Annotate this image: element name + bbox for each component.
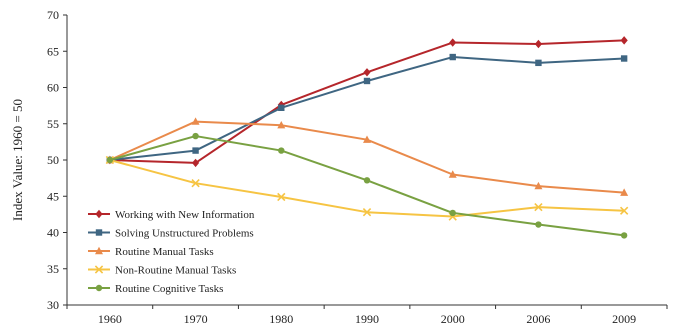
data-point-0-6 [621, 36, 628, 44]
data-point-4-4 [450, 210, 456, 216]
data-point-1-2 [278, 105, 284, 111]
data-point-4-0 [107, 157, 113, 163]
data-point-0-5 [535, 40, 542, 48]
legend-label-2: Routine Manual Tasks [115, 246, 214, 258]
y-tick-label-8: 70 [47, 8, 59, 22]
series-0 [106, 36, 627, 167]
legend-label-4: Routine Cognitive Tasks [115, 283, 223, 295]
legend-label-0: Working with New Information [115, 209, 255, 221]
y-tick-label-2: 40 [47, 226, 59, 240]
y-tick-label-0: 30 [47, 298, 59, 312]
legend-marker-1 [96, 229, 102, 235]
legend-label-1: Solving Unstructured Problems [115, 228, 254, 240]
y-tick-label-3: 45 [47, 189, 59, 203]
y-axis-label: Index Value: 1960 = 50 [10, 99, 25, 221]
y-ticks: 30 35 40 45 50 55 60 65 70 [47, 8, 67, 312]
x-tick-label-2: 1980 [269, 312, 293, 326]
x-tick-label-6: 2009 [612, 312, 636, 326]
data-point-4-1 [192, 133, 198, 139]
data-point-1-1 [192, 147, 198, 153]
x-tick-label-0: 1960 [98, 312, 122, 326]
data-point-4-2 [278, 147, 284, 153]
y-tick-label-5: 55 [47, 117, 59, 131]
y-tick-label-1: 35 [47, 262, 59, 276]
x-ticks: 1960 1970 1980 1990 2000 2006 2009 [67, 305, 667, 326]
data-point-0-4 [449, 38, 456, 46]
axes [67, 15, 667, 305]
y-tick-label-7: 65 [47, 44, 59, 58]
legend-label-3: Non-Routine Manual Tasks [115, 265, 236, 277]
x-tick-label-5: 2006 [526, 312, 550, 326]
series-line-0 [110, 40, 624, 163]
data-point-1-4 [450, 54, 456, 60]
data-point-4-6 [621, 232, 627, 238]
legend-marker-0 [95, 210, 102, 218]
legend-item-2: Routine Manual Tasks [88, 246, 214, 258]
x-tick-label-1: 1970 [184, 312, 208, 326]
y-tick-label-6: 60 [47, 81, 59, 95]
legend-item-3: Non-Routine Manual Tasks [88, 265, 236, 277]
legend-item-1: Solving Unstructured Problems [88, 228, 254, 240]
legend: Working with New Information Solving Unst… [88, 209, 255, 295]
series-2 [106, 117, 628, 195]
data-point-0-1 [192, 159, 199, 167]
data-point-4-3 [364, 177, 370, 183]
y-tick-label-4: 50 [47, 153, 59, 167]
data-point-1-6 [621, 55, 627, 61]
legend-marker-4 [96, 285, 102, 291]
data-point-1-5 [535, 60, 541, 66]
series-4 [107, 133, 628, 239]
legend-item-0: Working with New Information [88, 209, 255, 221]
data-point-4-5 [535, 221, 541, 227]
data-point-1-3 [364, 78, 370, 84]
x-tick-label-3: 1990 [355, 312, 379, 326]
x-tick-label-4: 2000 [441, 312, 465, 326]
data-point-0-3 [363, 68, 370, 76]
legend-item-4: Routine Cognitive Tasks [88, 283, 223, 295]
